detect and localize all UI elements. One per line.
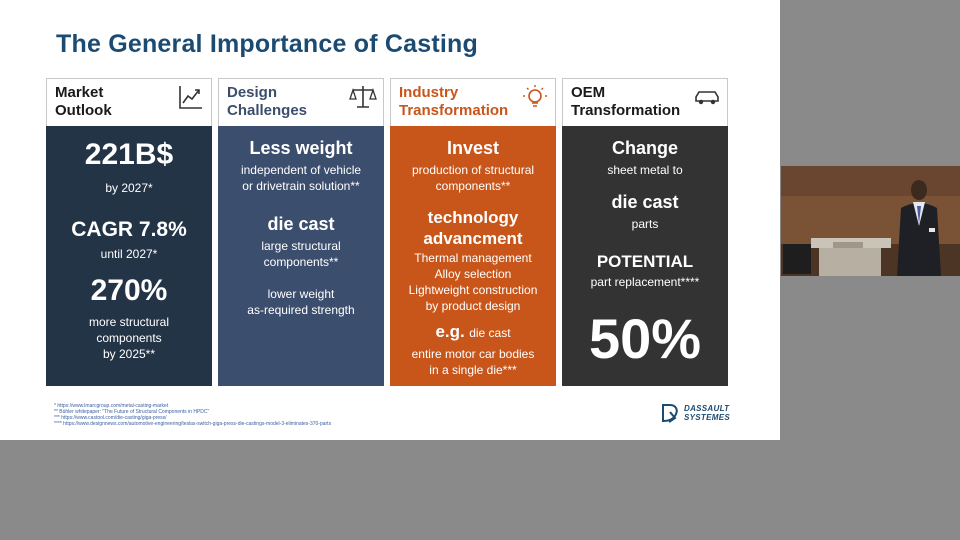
potential-value: 50% bbox=[588, 307, 702, 370]
growth-note-line2: components bbox=[96, 331, 162, 345]
growth-value: 270% bbox=[90, 274, 168, 307]
footnote-1[interactable]: * https://www.lmarcgroup.com/metal-casti… bbox=[54, 403, 169, 409]
example-text: die cast bbox=[469, 326, 511, 340]
lower-weight-line1: lower weight bbox=[267, 287, 335, 301]
lightbulb-icon bbox=[523, 85, 547, 107]
footnote-4[interactable]: **** https://www.designnews.com/automoti… bbox=[54, 421, 332, 427]
column-body: 221B$ by 2027* CAGR 7.8% until 2027* 270… bbox=[46, 126, 212, 386]
invest-note-line1: production of structural bbox=[411, 163, 535, 177]
tech-item-thermal: Thermal management bbox=[414, 251, 532, 265]
cagr-note: until 2027* bbox=[100, 247, 158, 261]
die-cast-note: parts bbox=[631, 217, 659, 231]
example-line: e.g. die cast bbox=[390, 322, 556, 342]
change-heading: Change bbox=[611, 138, 678, 158]
car-icon bbox=[695, 91, 719, 105]
die-cast-heading: die cast bbox=[611, 192, 679, 212]
oem-transformation-column: OEM Transformation Change sheet metal to… bbox=[562, 78, 728, 386]
less-weight-heading: Less weight bbox=[249, 138, 353, 158]
market-size-value: 221B$ bbox=[84, 138, 174, 171]
presenter-video[interactable] bbox=[781, 166, 960, 276]
die-cast-note-line1: large structural bbox=[261, 239, 341, 253]
ds-logo-icon bbox=[662, 404, 678, 423]
column-header: Industry Transformation bbox=[390, 78, 556, 126]
tech-item-lightweight: Lightweight construction bbox=[408, 283, 538, 297]
invest-note-line2: components** bbox=[435, 179, 511, 193]
growth-note-line1: more structural bbox=[88, 315, 170, 329]
presentation-slide: The General Importance of Casting Market… bbox=[0, 0, 780, 440]
die-cast-heading: die cast bbox=[267, 214, 335, 234]
tech-item-alloy: Alloy selection bbox=[434, 267, 512, 281]
industry-transformation-column: Industry Transformation Invest productio… bbox=[390, 78, 556, 386]
die-cast-note-line2: components** bbox=[263, 255, 339, 269]
dassault-logo: DASSAULT SYSTEMES bbox=[660, 402, 740, 426]
tech-item-product-design: by product design bbox=[425, 299, 521, 313]
example-note-line1: entire motor car bodies bbox=[411, 347, 535, 361]
potential-note: part replacement**** bbox=[590, 275, 700, 289]
cagr-value: CAGR 7.8% bbox=[71, 218, 187, 241]
column-header: Design Challenges bbox=[218, 78, 384, 126]
growth-note-line3: by 2025** bbox=[102, 347, 156, 361]
scales-icon bbox=[349, 86, 377, 108]
presenter-scene bbox=[781, 166, 960, 276]
logo-text: DASSAULT SYSTEMES bbox=[684, 404, 730, 422]
column-header: OEM Transformation bbox=[562, 78, 728, 126]
column-body: Less weight independent of vehicle or dr… bbox=[218, 126, 384, 386]
column-body: Invest production of structural componen… bbox=[390, 126, 556, 386]
potential-heading: POTENTIAL bbox=[596, 252, 694, 271]
column-header: Market Outlook bbox=[46, 78, 212, 126]
market-outlook-column: Market Outlook 221B$ by 2027* CAGR 7.8% … bbox=[46, 78, 212, 386]
footnote-2: ** Bühler whitepaper: "The Future of Str… bbox=[54, 409, 210, 415]
footnote-3[interactable]: *** https://www.castool.com/die-casting/… bbox=[54, 415, 167, 421]
column-title: Market Outlook bbox=[55, 84, 112, 119]
column-body: Change sheet metal to die cast parts POT… bbox=[562, 126, 728, 386]
chart-icon bbox=[179, 86, 202, 109]
invest-heading: Invest bbox=[446, 138, 500, 158]
design-challenges-column: Design Challenges Less weight independen… bbox=[218, 78, 384, 386]
column-title: Design Challenges bbox=[227, 84, 308, 119]
example-note-line2: in a single die*** bbox=[429, 363, 517, 377]
less-weight-note-line1: independent of vehicle bbox=[240, 163, 362, 177]
technology-heading-line2: advancment bbox=[423, 229, 523, 248]
example-prefix: e.g. bbox=[435, 322, 465, 341]
change-note: sheet metal to bbox=[607, 163, 683, 177]
footnotes: * https://www.lmarcgroup.com/metal-casti… bbox=[54, 403, 331, 427]
market-size-note: by 2027* bbox=[105, 181, 153, 195]
less-weight-note-line2: or drivetrain solution** bbox=[242, 179, 360, 193]
slide-title: The General Importance of Casting bbox=[56, 30, 478, 58]
column-title: OEM Transformation bbox=[571, 84, 681, 119]
column-title: Industry Transformation bbox=[399, 84, 509, 119]
lower-weight-line2: as-required strength bbox=[247, 303, 355, 317]
technology-heading-line1: technology bbox=[427, 208, 519, 227]
